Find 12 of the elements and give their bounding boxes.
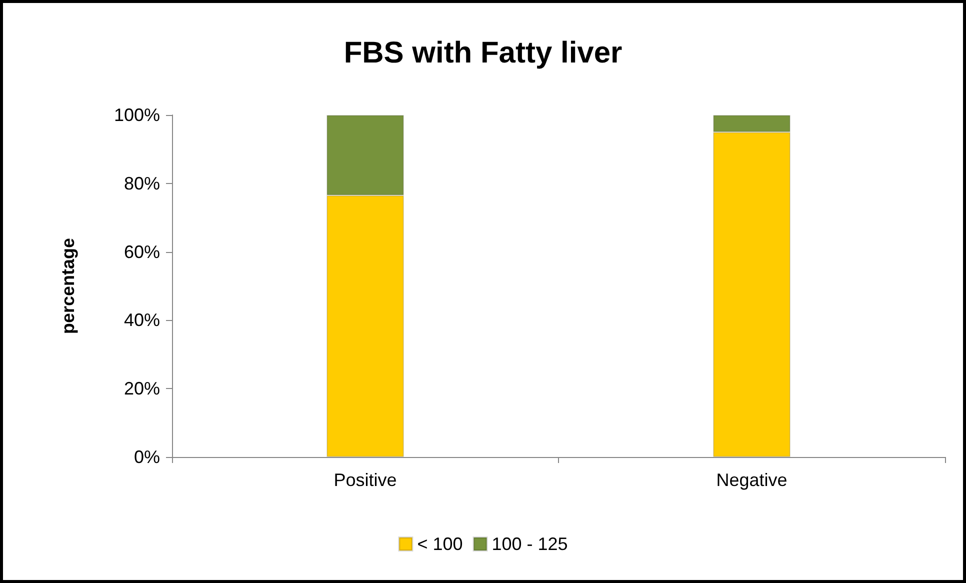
x-tick-label: Negative bbox=[716, 470, 788, 490]
y-tick-label: 0% bbox=[134, 447, 160, 467]
y-axis-title: percentage bbox=[58, 238, 78, 334]
x-tick-label: Positive bbox=[334, 470, 397, 490]
chart-title: FBS with Fatty liver bbox=[344, 36, 623, 70]
legend-label: 100 - 125 bbox=[492, 534, 568, 554]
y-tick-label: 100% bbox=[114, 105, 160, 125]
y-tick-label: 80% bbox=[124, 173, 160, 194]
y-tick-label: 40% bbox=[124, 310, 160, 330]
y-tick-label: 60% bbox=[124, 242, 160, 262]
legend-label: < 100 bbox=[417, 534, 463, 554]
y-tick-label: 20% bbox=[124, 378, 160, 399]
